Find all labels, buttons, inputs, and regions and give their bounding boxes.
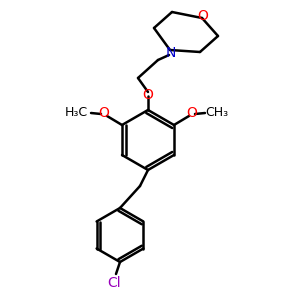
Text: O: O bbox=[187, 106, 197, 120]
Text: Cl: Cl bbox=[107, 276, 121, 290]
Text: O: O bbox=[142, 88, 153, 102]
Text: O: O bbox=[99, 106, 110, 120]
Text: N: N bbox=[166, 46, 176, 60]
Text: H₃C: H₃C bbox=[64, 106, 88, 118]
Text: CH₃: CH₃ bbox=[206, 106, 229, 118]
Text: O: O bbox=[198, 9, 208, 23]
